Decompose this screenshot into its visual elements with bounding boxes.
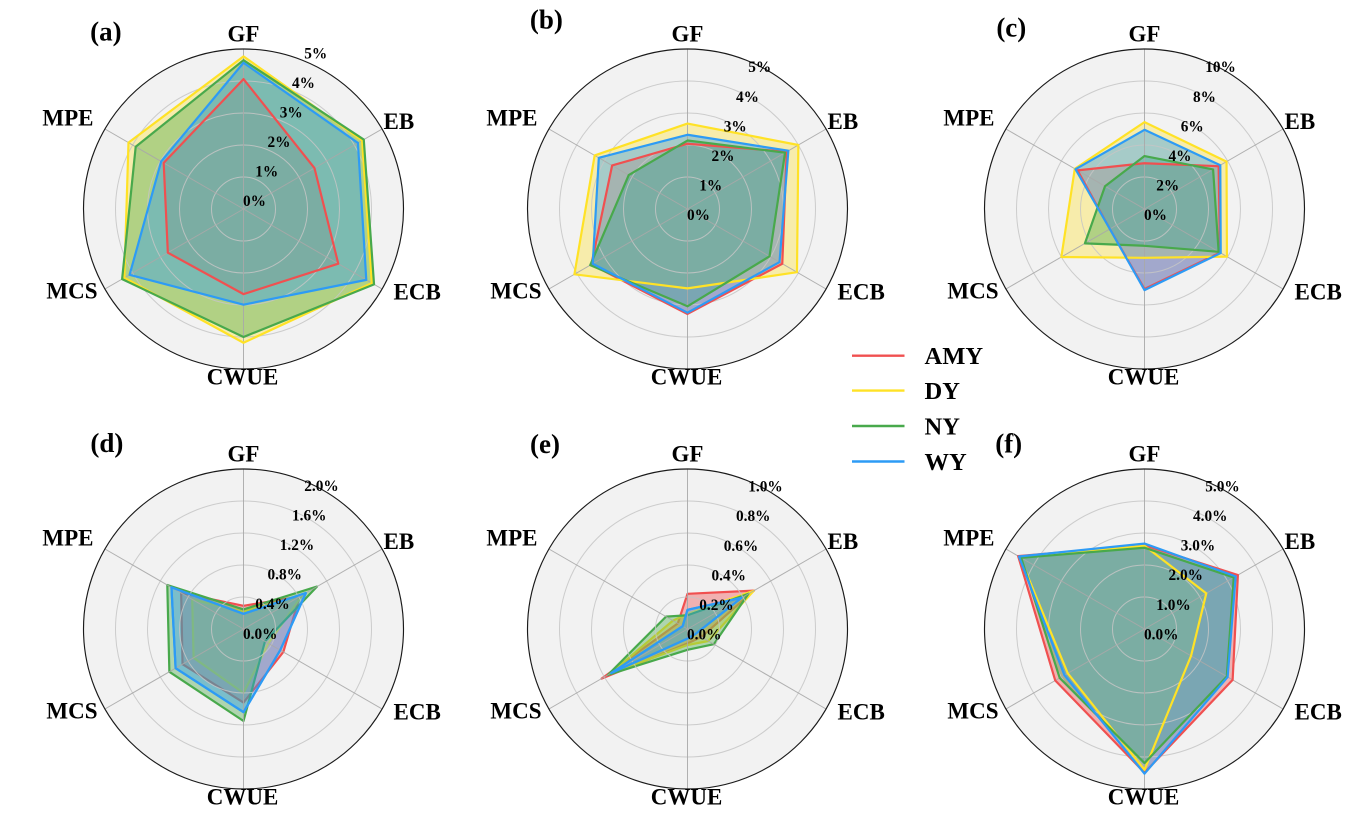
svg-text:(e): (e): [530, 429, 560, 459]
svg-text:ECB: ECB: [1295, 280, 1342, 305]
svg-text:MPE: MPE: [42, 526, 93, 551]
svg-text:GF: GF: [228, 442, 260, 467]
svg-text:DY: DY: [925, 378, 961, 405]
svg-text:EB: EB: [1285, 109, 1316, 134]
svg-text:GF: GF: [1129, 442, 1161, 467]
svg-text:EB: EB: [1285, 529, 1316, 554]
svg-text:5%: 5%: [748, 59, 771, 76]
svg-text:ECB: ECB: [838, 280, 885, 305]
svg-text:4.0%: 4.0%: [1193, 508, 1227, 525]
svg-text:EB: EB: [384, 529, 415, 554]
svg-text:ECB: ECB: [394, 280, 441, 305]
svg-text:CWUE: CWUE: [651, 365, 723, 390]
svg-text:CWUE: CWUE: [1108, 785, 1180, 810]
svg-text:CWUE: CWUE: [207, 365, 279, 390]
svg-text:MCS: MCS: [947, 279, 998, 304]
svg-text:6%: 6%: [1181, 118, 1204, 135]
svg-text:4%: 4%: [1168, 148, 1191, 165]
svg-text:WY: WY: [925, 449, 968, 476]
svg-text:CWUE: CWUE: [207, 785, 279, 810]
svg-text:MCS: MCS: [490, 279, 541, 304]
svg-text:5%: 5%: [304, 45, 327, 62]
svg-text:(f): (f): [995, 429, 1022, 459]
svg-text:10%: 10%: [1205, 59, 1236, 76]
svg-text:GF: GF: [672, 22, 704, 47]
svg-text:0.0%: 0.0%: [687, 626, 721, 643]
svg-text:3.0%: 3.0%: [1181, 538, 1215, 555]
svg-text:MPE: MPE: [42, 106, 93, 131]
svg-text:1.6%: 1.6%: [292, 508, 326, 525]
svg-text:(a): (a): [90, 17, 121, 47]
svg-text:GF: GF: [228, 22, 260, 47]
svg-text:EB: EB: [384, 109, 415, 134]
svg-text:MPE: MPE: [486, 106, 537, 131]
svg-text:0.8%: 0.8%: [267, 567, 301, 584]
svg-text:1%: 1%: [255, 164, 278, 181]
svg-text:0%: 0%: [687, 207, 710, 224]
svg-text:0%: 0%: [1144, 207, 1167, 224]
svg-text:(c): (c): [996, 13, 1026, 43]
svg-text:2.0%: 2.0%: [1168, 567, 1202, 584]
svg-text:MPE: MPE: [943, 106, 994, 131]
svg-text:ECB: ECB: [1295, 700, 1342, 725]
svg-text:(d): (d): [90, 428, 123, 458]
svg-text:EB: EB: [828, 109, 859, 134]
svg-text:ECB: ECB: [394, 700, 441, 725]
svg-text:0.8%: 0.8%: [736, 508, 770, 525]
svg-text:AMY: AMY: [925, 343, 984, 370]
svg-text:0.0%: 0.0%: [243, 626, 277, 643]
svg-text:2%: 2%: [711, 148, 734, 165]
svg-text:(b): (b): [530, 4, 563, 34]
svg-text:1.0%: 1.0%: [1156, 597, 1190, 614]
svg-text:MCS: MCS: [947, 699, 998, 724]
svg-text:NY: NY: [925, 413, 961, 440]
svg-text:EB: EB: [828, 529, 859, 554]
svg-text:MPE: MPE: [486, 526, 537, 551]
svg-text:2%: 2%: [1156, 177, 1179, 194]
svg-text:0.2%: 0.2%: [699, 597, 733, 614]
svg-text:3%: 3%: [280, 104, 303, 121]
svg-text:4%: 4%: [292, 75, 315, 92]
svg-text:GF: GF: [672, 442, 704, 467]
svg-text:1.0%: 1.0%: [748, 479, 782, 496]
svg-text:MCS: MCS: [46, 699, 97, 724]
svg-text:0%: 0%: [243, 193, 266, 210]
svg-text:CWUE: CWUE: [1108, 365, 1180, 390]
svg-text:2.0%: 2.0%: [304, 478, 338, 495]
svg-text:4%: 4%: [736, 89, 759, 106]
svg-text:8%: 8%: [1193, 89, 1216, 106]
svg-text:5.0%: 5.0%: [1205, 479, 1239, 496]
svg-text:2%: 2%: [267, 134, 290, 151]
svg-text:1%: 1%: [699, 177, 722, 194]
svg-text:0.6%: 0.6%: [724, 538, 758, 555]
svg-text:0.4%: 0.4%: [255, 596, 289, 613]
svg-text:0.0%: 0.0%: [1144, 626, 1178, 643]
svg-text:ECB: ECB: [838, 700, 885, 725]
svg-text:0.4%: 0.4%: [711, 567, 745, 584]
svg-text:1.2%: 1.2%: [280, 537, 314, 554]
svg-text:MCS: MCS: [46, 279, 97, 304]
svg-text:CWUE: CWUE: [651, 785, 723, 810]
svg-text:3%: 3%: [724, 118, 747, 135]
svg-text:GF: GF: [1129, 22, 1161, 47]
svg-text:MPE: MPE: [943, 526, 994, 551]
svg-text:MCS: MCS: [490, 699, 541, 724]
